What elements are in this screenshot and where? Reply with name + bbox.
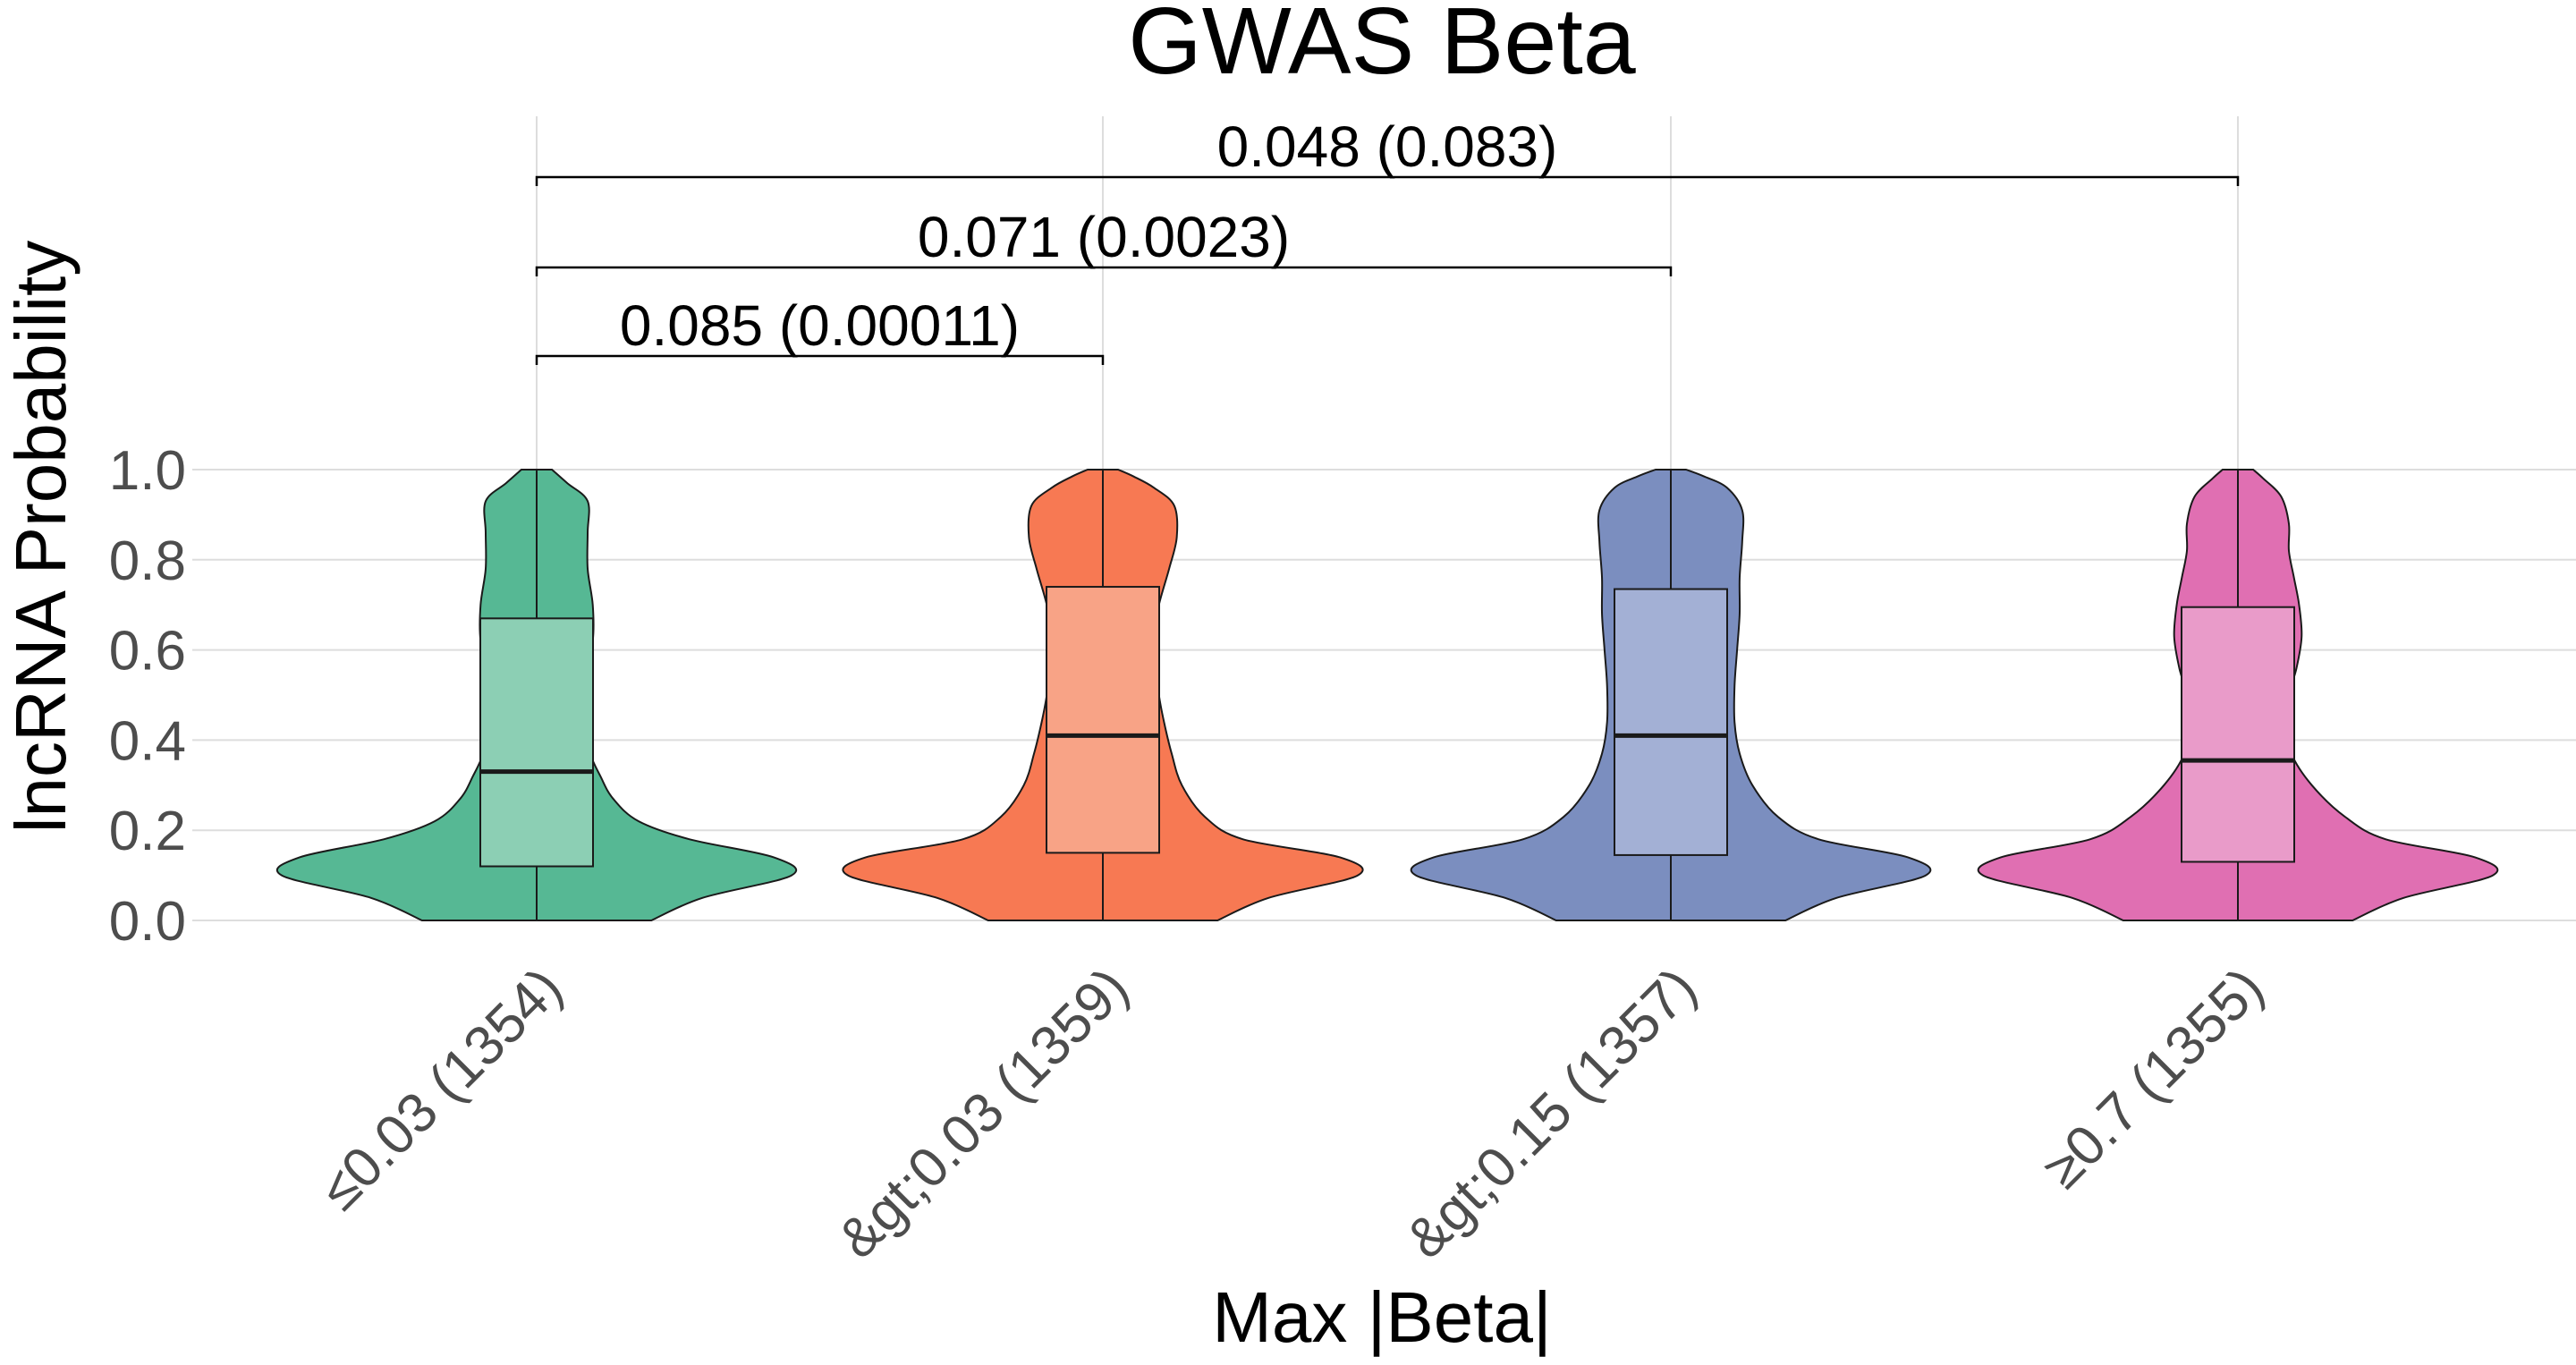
- x-tick-label: &gt;0.03 (1359): [826, 956, 1140, 1270]
- x-axis-ticks: ≤0.03 (1354) &gt;0.03 (1359) &gt;0.15 (135…: [309, 956, 2275, 1270]
- comparison-label: 0.048 (0.083): [1217, 114, 1558, 179]
- iqr-box: [2181, 606, 2295, 863]
- violin-group: [1977, 469, 2499, 921]
- iqr-box: [479, 617, 594, 868]
- bracket-line: [535, 354, 1105, 365]
- y-tick-label: 0.0: [109, 891, 186, 953]
- y-axis-ticks: 0.0 0.2 0.4 0.6 0.8 1.0: [109, 440, 186, 953]
- x-axis-title: Max |Beta|: [1212, 1277, 1552, 1357]
- violin-group: [1410, 469, 1932, 921]
- y-tick-label: 0.8: [109, 530, 186, 592]
- y-axis-title: lncRNA Probability: [1, 241, 80, 834]
- comparison-bracket: 0.048 (0.083): [535, 114, 2240, 186]
- violin-group: [842, 469, 1364, 921]
- violin-layer: [275, 469, 2499, 921]
- comparison-bracket: 0.085 (0.00011): [535, 293, 1105, 365]
- y-tick-label: 1.0: [109, 440, 186, 502]
- comparison-bracket: 0.071 (0.0023): [535, 205, 1673, 276]
- violin-group: [275, 469, 798, 921]
- bracket-line: [535, 266, 1673, 276]
- iqr-box: [1614, 588, 1728, 856]
- y-tick-label: 0.4: [109, 710, 186, 772]
- bracket-line: [535, 175, 2240, 186]
- x-tick-label: ≥0.7 (1355): [2031, 956, 2275, 1200]
- comparison-label: 0.085 (0.00011): [620, 293, 1020, 358]
- iqr-box: [1046, 586, 1160, 854]
- y-tick-label: 0.6: [109, 621, 186, 682]
- y-tick-label: 0.2: [109, 801, 186, 862]
- comparison-label: 0.071 (0.0023): [918, 205, 1290, 269]
- x-tick-label: &gt;0.15 (1357): [1394, 956, 1708, 1270]
- chart-title: GWAS Beta: [1128, 0, 1636, 94]
- x-tick-label: ≤0.03 (1354): [309, 956, 574, 1222]
- comparison-brackets: 0.085 (0.00011) 0.071 (0.0023) 0.048 (0.08…: [535, 114, 2240, 365]
